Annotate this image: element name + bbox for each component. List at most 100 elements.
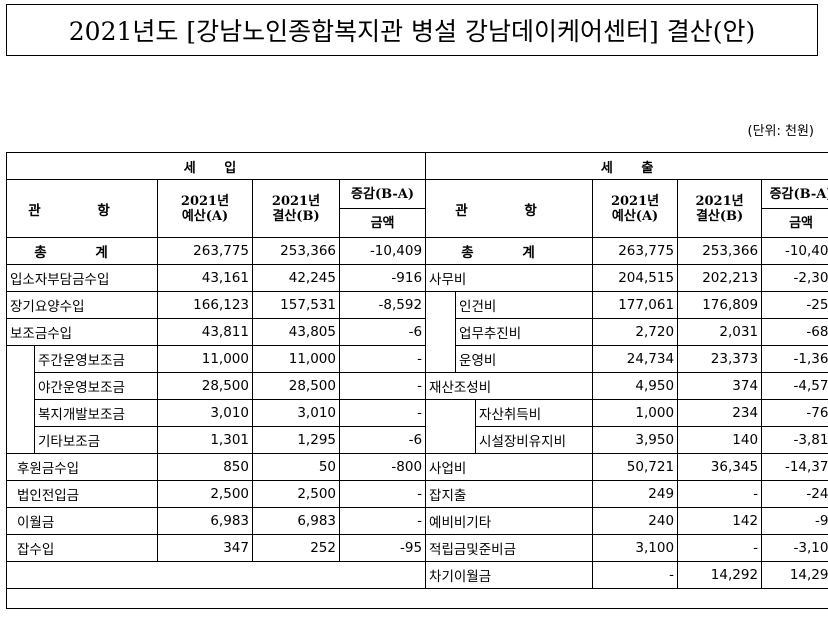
income-diff: -	[338, 372, 427, 400]
column-header-row: 관 항 2021년 예산(A) 2021년 결산(B) 증감(B-A) 관 항 20…	[6, 179, 828, 238]
income-total-settle: 253,366	[252, 237, 340, 265]
expense-item: 예비비기타	[425, 507, 594, 535]
expense-total-budget: 263,775	[592, 237, 679, 265]
expense-item: 업무추진비	[455, 318, 594, 346]
income-budget: 1,301	[157, 426, 253, 454]
income-total-diff: -10,409	[338, 237, 427, 265]
income-diff: -8,592	[338, 291, 427, 319]
income-item: 후원금수입	[6, 453, 158, 481]
income-item-header: 관 항	[6, 179, 158, 238]
budget-table: 세 입 세 출 관 항 2021년 예산(A) 2021년 결산(B) 증감(B-A…	[5, 152, 828, 609]
income-diff: -6	[338, 318, 427, 346]
expense-budget: 2,720	[592, 318, 679, 346]
expense-budget: 3,950	[592, 426, 679, 454]
expense-diff: -4,576	[761, 372, 828, 400]
income-diff: -	[338, 345, 427, 373]
income-settle: 6,983	[252, 507, 340, 535]
income-settle: 50	[252, 453, 340, 481]
expense-indent-cell	[425, 399, 477, 454]
expense-total-diff: -10,409	[761, 237, 828, 265]
table-row: 법인전입금 2,500 2,500 - 잡지출 249 - -249	[6, 480, 828, 508]
income-item: 법인전입금	[6, 480, 158, 508]
expense-settle-header: 2021년 결산(B)	[677, 179, 763, 238]
income-settle-header: 2021년 결산(B)	[252, 179, 340, 238]
expense-settle: 202,213	[677, 264, 763, 292]
expense-budget: 4,950	[592, 372, 679, 400]
income-settle: 2,500	[252, 480, 340, 508]
income-diff: -800	[338, 453, 427, 481]
expense-settle: 140	[677, 426, 763, 454]
expense-diff: -14,376	[761, 453, 828, 481]
expense-item: 사업비	[425, 453, 594, 481]
income-budget: 850	[157, 453, 253, 481]
expense-diff: 14,292	[761, 561, 828, 589]
income-indent-cell	[6, 345, 35, 454]
expense-item: 사무비	[425, 264, 594, 292]
expense-diff: -98	[761, 507, 828, 535]
income-total-label: 총 계	[6, 237, 158, 265]
income-diff-header: 증감(B-A)	[338, 179, 427, 209]
table-row: 입소자부담금수입 43,161 42,245 -916 사무비 204,515 …	[6, 264, 828, 292]
income-settle: 3,010	[252, 399, 340, 427]
table-row: 이월금 6,983 6,983 - 예비비기타 240 142 -98	[6, 507, 828, 535]
expense-diff: -252	[761, 291, 828, 319]
expense-diff: -249	[761, 480, 828, 508]
income-settle: 157,531	[252, 291, 340, 319]
expense-section-header: 세 출	[425, 152, 828, 180]
expense-diff: -1,361	[761, 345, 828, 373]
income-budget: 43,811	[157, 318, 253, 346]
income-diff: -	[338, 507, 427, 535]
expense-settle: 2,031	[677, 318, 763, 346]
expense-item: 자산취득비	[475, 399, 594, 427]
table-row: 야간운영보조금 28,500 28,500 - 재산조성비 4,950 374 …	[7, 372, 828, 400]
table-row: 기타보조금 1,301 1,295 -6 시설장비유지비 3,950 140 -…	[7, 426, 828, 454]
expense-diff: -3,100	[761, 534, 828, 562]
expense-diff: -689	[761, 318, 828, 346]
income-item: 주간운영보조금	[34, 345, 158, 373]
income-diff: -95	[338, 534, 427, 562]
expense-total-settle: 253,366	[677, 237, 763, 265]
income-budget: 6,983	[157, 507, 253, 535]
income-settle: 42,245	[252, 264, 340, 292]
expense-settle: 142	[677, 507, 763, 535]
expense-diff: -766	[761, 399, 828, 427]
expense-budget: 3,100	[592, 534, 679, 562]
income-item: 이월금	[6, 507, 158, 535]
document-title: 2021년도 [강남노인종합복지관 병설 강남데이케어센터] 결산(안)	[6, 4, 818, 56]
table-row: 주간운영보조금 11,000 11,000 - 운영비 24,734 23,37…	[6, 345, 828, 454]
expense-settle: 234	[677, 399, 763, 427]
income-empty-cell	[5, 561, 427, 589]
income-item: 입소자부담금수입	[6, 264, 158, 292]
table-row: 복지개발보조금 3,010 3,010 - 자산취득비 1,000 234 -7…	[7, 399, 828, 454]
income-item: 장기요양수입	[6, 291, 158, 319]
income-item: 보조금수입	[6, 318, 158, 346]
expense-settle: 374	[677, 372, 763, 400]
unit-label: (단위: 천원)	[747, 124, 815, 139]
expense-budget: 249	[592, 480, 679, 508]
income-item: 잡수입	[6, 534, 158, 562]
expense-settle: 14,292	[677, 561, 763, 589]
income-budget: 166,123	[157, 291, 253, 319]
expense-diff: -3,810	[761, 426, 828, 454]
expense-budget: 50,721	[592, 453, 679, 481]
expense-budget: 240	[592, 507, 679, 535]
income-settle: 11,000	[252, 345, 340, 373]
income-total-budget: 263,775	[157, 237, 253, 265]
income-settle: 43,805	[252, 318, 340, 346]
table-row: 보조금수입 43,811 43,805 -6 업무추진비 2,720 2,031…	[6, 318, 828, 346]
income-settle: 252	[252, 534, 340, 562]
table-row: 후원금수입 850 50 -800 사업비 50,721 36,345 -14,…	[6, 453, 828, 481]
expense-budget: 204,515	[592, 264, 679, 292]
expense-item: 인건비	[455, 291, 594, 319]
expense-item: 재산조성비	[425, 372, 594, 400]
expense-diff: -2,302	[761, 264, 828, 292]
expense-diff-header: 증감(B-A)	[761, 179, 828, 209]
expense-settle: 176,809	[677, 291, 763, 319]
expense-item: 적립금및준비금	[425, 534, 594, 562]
income-budget: 347	[157, 534, 253, 562]
expense-item: 시설장비유지비	[475, 426, 594, 454]
expense-item: 운영비	[455, 345, 594, 373]
income-settle: 1,295	[252, 426, 340, 454]
income-budget: 3,010	[157, 399, 253, 427]
income-settle: 28,500	[252, 372, 340, 400]
